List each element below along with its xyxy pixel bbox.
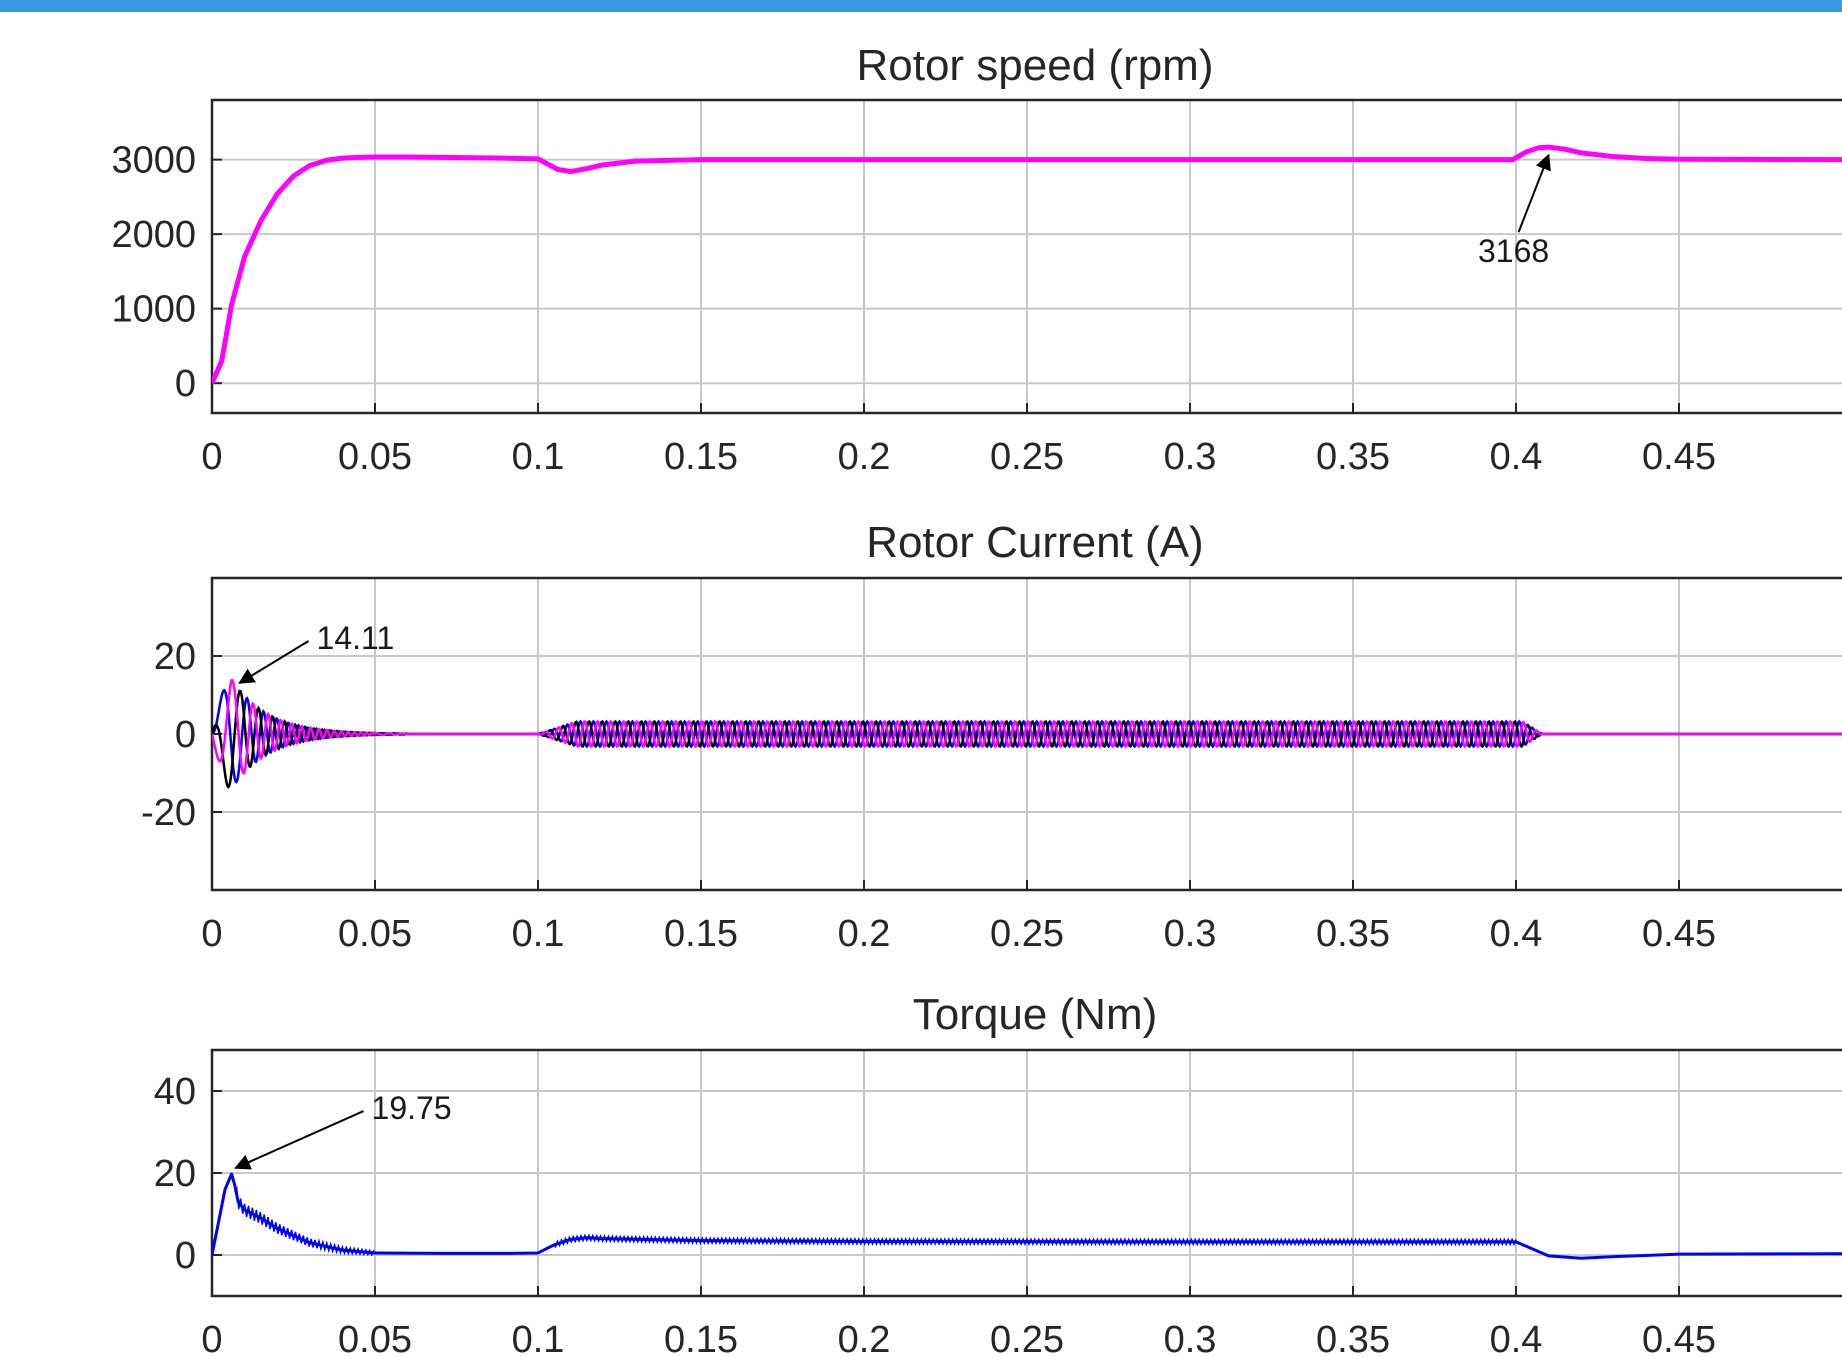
chart-title: Torque (Nm) (913, 990, 1158, 1039)
x-tick-label: 0.45 (1642, 436, 1716, 478)
x-tick-label: 0.4 (1490, 1319, 1543, 1357)
y-tick-label: 20 (154, 636, 196, 678)
x-tick-label: 0.25 (990, 436, 1064, 478)
chart-panel-1: 0 0.05 0.1 0.15 0.2 0.25 0.3 0.35 0.4 0.45 0 1000 20… (111, 41, 1842, 478)
x-tick-label: 0.2 (838, 913, 891, 955)
x-tick-label: 0.05 (338, 913, 412, 955)
x-tick-label: 0.1 (512, 436, 565, 478)
chart-panel-2: 0 0.05 0.1 0.15 0.2 0.25 0.3 0.35 0.4 0.45 -20 0 20 R… (141, 518, 1842, 955)
x-tick-label: 0.25 (990, 913, 1064, 955)
x-tick-label: 0 (201, 1319, 222, 1357)
x-tick-label: 0.15 (664, 436, 738, 478)
x-tick-label: 0.15 (664, 913, 738, 955)
y-tick-label: 1000 (111, 289, 196, 331)
x-tick-label: 0.35 (1316, 436, 1390, 478)
x-tick-label: 0.1 (512, 913, 565, 955)
chart-title: Rotor Current (A) (866, 518, 1203, 567)
x-tick-label: 0.2 (838, 1319, 891, 1357)
annotation-label: 3168 (1478, 233, 1549, 269)
x-tick-label: 0.45 (1642, 1319, 1716, 1357)
annotation-arrow (234, 1110, 364, 1170)
x-tick-label: 0.3 (1164, 1319, 1217, 1357)
series-ripple (234, 1186, 1517, 1257)
chart-panel-3: 0 0.05 0.1 0.15 0.2 0.25 0.3 0.35 0.4 0.45 0 20 40 To… (154, 990, 1842, 1357)
chart-title: Rotor speed (rpm) (856, 41, 1213, 90)
x-tick-label: 0.3 (1164, 436, 1217, 478)
series-line (212, 144, 1842, 385)
x-tick-label: 0.05 (338, 1319, 412, 1357)
x-tick-label: 0.3 (1164, 913, 1217, 955)
x-tick-label: 0.25 (990, 1319, 1064, 1357)
x-tick-label: 0.35 (1316, 913, 1390, 955)
x-tick-label: 0.1 (512, 1319, 565, 1357)
x-tick-label: 0.2 (838, 436, 891, 478)
y-tick-label: 0 (175, 363, 196, 405)
y-tick-label: 0 (175, 714, 196, 756)
y-tick-label: 0 (175, 1235, 196, 1277)
x-tick-label: 0.4 (1490, 436, 1543, 478)
window-title-bar (0, 0, 1842, 12)
x-tick-label: 0 (201, 436, 222, 478)
x-tick-label: 0.4 (1490, 913, 1543, 955)
x-tick-label: 0.05 (338, 436, 412, 478)
annotation-arrow (238, 640, 310, 684)
y-tick-label: 40 (154, 1071, 196, 1113)
annotation-label: 14.11 (317, 620, 395, 656)
plot-frame (210, 98, 1842, 415)
y-tick-label: 20 (154, 1153, 196, 1195)
y-tick-label: -20 (141, 792, 196, 834)
x-tick-label: 0.45 (1642, 913, 1716, 955)
x-tick-label: 0.35 (1316, 1319, 1390, 1357)
annotation-arrow (1517, 153, 1551, 233)
y-tick-label: 2000 (111, 214, 196, 256)
x-tick-label: 0 (201, 913, 222, 955)
y-tick-label: 3000 (111, 140, 196, 182)
phase-current-line (212, 678, 1842, 776)
annotation-label: 19.75 (372, 1090, 452, 1126)
x-tick-label: 0.15 (664, 1319, 738, 1357)
